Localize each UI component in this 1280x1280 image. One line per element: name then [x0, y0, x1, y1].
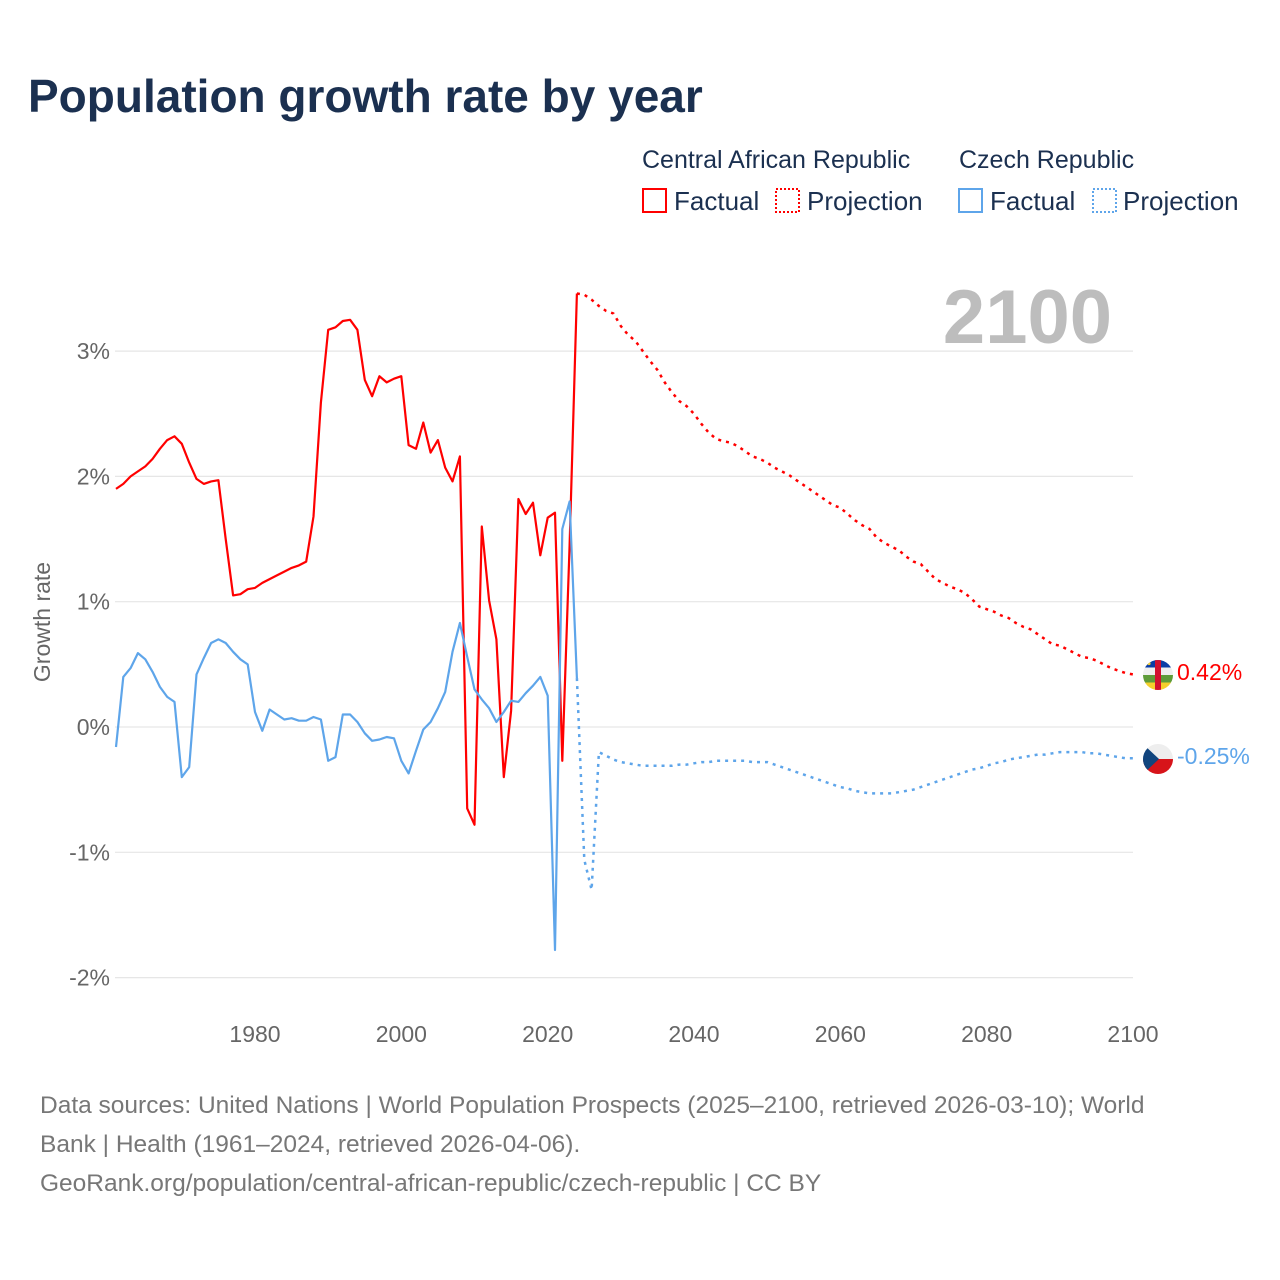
x-tick-label: 2000 [376, 1021, 427, 1047]
end-label-car: 0.42% [1177, 659, 1242, 685]
y-tick-label: 1% [77, 589, 110, 615]
x-tick-label: 2060 [815, 1021, 866, 1047]
x-tick-label: 2080 [961, 1021, 1012, 1047]
x-axis-ticks: 1980 2000 2020 2040 2060 2080 2100 [229, 1021, 1158, 1047]
legend-swatch-car-factual [642, 188, 667, 213]
legend-country-cz: Czech Republic [959, 146, 1134, 174]
legend: Central African Republic Czech Republic … [642, 146, 1239, 216]
legend-swatch-car-projection [775, 188, 800, 213]
czech-republic-flag-icon [1143, 744, 1173, 774]
y-tick-label: -2% [69, 965, 110, 991]
y-axis-ticks: 3% 2% 1% 0% -1% -2% [69, 338, 110, 991]
legend-swatch-cz-projection [1092, 188, 1117, 213]
x-tick-label: 2100 [1107, 1021, 1158, 1047]
chart-title: Population growth rate by year [28, 70, 703, 122]
x-tick-label: 2020 [522, 1021, 573, 1047]
legend-swatch-cz-factual [958, 188, 983, 213]
y-tick-label: 0% [77, 714, 110, 740]
end-label-cz: -0.25% [1177, 743, 1250, 769]
y-tick-label: -1% [69, 839, 110, 865]
legend-label-cz-factual: Factual [990, 186, 1075, 216]
y-tick-label: 2% [77, 463, 110, 489]
grid [115, 350, 1133, 979]
y-axis-label: Growth rate [29, 562, 55, 682]
footer-sources-line1: Data sources: United Nations | World Pop… [40, 1092, 1144, 1119]
series-lines [114, 292, 1134, 952]
x-tick-label: 2040 [668, 1021, 719, 1047]
series-line-car-factual [115, 293, 578, 826]
series-line-cz-factual [114, 500, 578, 952]
legend-country-car: Central African Republic [642, 146, 910, 174]
series-line-car-projection [576, 292, 1134, 676]
y-tick-label: 3% [77, 338, 110, 364]
series-line-cz-projection [575, 678, 1133, 892]
legend-label-car-factual: Factual [674, 186, 759, 216]
legend-label-cz-projection: Projection [1123, 186, 1239, 216]
x-tick-label: 1980 [229, 1021, 280, 1047]
footer-attribution-link[interactable]: GeoRank.org/population/central-african-r… [40, 1170, 821, 1197]
current-year-label: 2100 [943, 275, 1112, 360]
central-african-republic-flag-icon [1143, 660, 1173, 690]
legend-label-car-projection: Projection [807, 186, 923, 216]
footer-sources-line2: Bank | Health (1961–2024, retrieved 2026… [40, 1131, 580, 1158]
